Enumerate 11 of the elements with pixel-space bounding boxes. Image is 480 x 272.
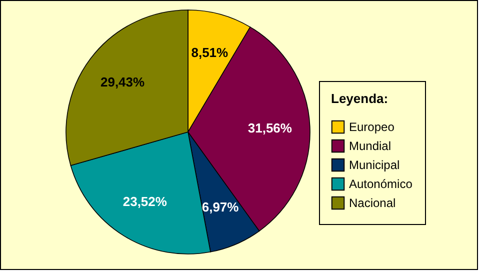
legend-title: Leyenda: xyxy=(331,91,388,106)
legend-label: Nacional xyxy=(349,196,396,210)
legend-label: Municipal xyxy=(349,158,400,172)
legend-label: Mundial xyxy=(349,139,392,153)
data-label: 23,52% xyxy=(122,194,168,209)
data-label: 29,43% xyxy=(100,74,146,90)
legend-label: Europeo xyxy=(349,120,395,134)
legend-label: Autonómico xyxy=(349,177,413,191)
data-label: 31,56% xyxy=(248,120,292,136)
data-label: 8,51% xyxy=(191,44,229,60)
data-label: 6,97% xyxy=(202,199,240,214)
